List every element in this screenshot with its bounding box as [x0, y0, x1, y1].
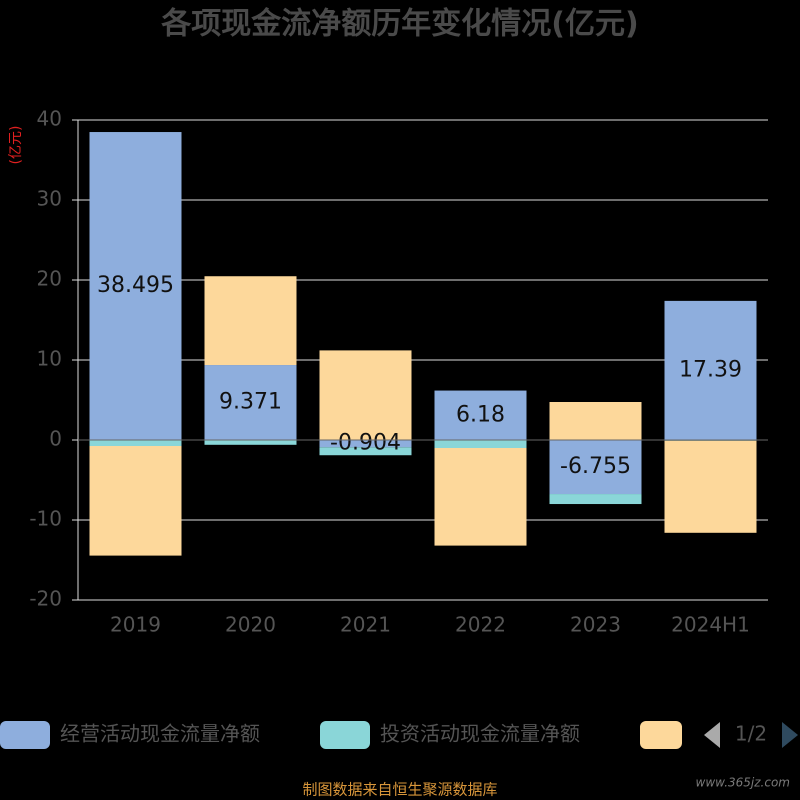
- source-note: 制图数据来自恒生聚源数据库: [302, 781, 497, 799]
- y-tick-label: 0: [49, 427, 62, 451]
- bar-segment: [664, 440, 757, 533]
- bar-segment: [89, 132, 182, 441]
- bar-segment: [549, 440, 642, 495]
- data-label: 38.495: [97, 273, 174, 298]
- data-label: 17.39: [679, 357, 742, 382]
- bar-segment: [434, 440, 527, 448]
- y-tick-label: 10: [37, 347, 62, 371]
- x-tick-label: 2020: [225, 613, 276, 637]
- bar-segment: [319, 440, 412, 448]
- data-label: -6.755: [560, 454, 631, 479]
- y-tick-label: 30: [37, 187, 62, 211]
- bar-segment: [434, 448, 527, 546]
- legend-prev[interactable]: [704, 722, 720, 748]
- legend-next[interactable]: [782, 722, 798, 748]
- bar-segment: [204, 365, 297, 440]
- legend-label: 投资活动现金流量净额: [380, 722, 580, 746]
- legend-label: 经营活动现金流量净额: [60, 722, 260, 746]
- x-tick-label: 2021: [340, 613, 391, 637]
- watermark: www.365jz.com: [696, 776, 790, 790]
- data-label: -0.904: [330, 431, 401, 456]
- bar-segment: [664, 300, 757, 440]
- y-axis-label: (亿元): [8, 126, 24, 165]
- chart-title: 各项现金流净额历年变化情况(亿元): [160, 7, 638, 42]
- bar-segment: [89, 446, 182, 556]
- legend-swatch: [640, 721, 682, 749]
- bar-segment: [319, 350, 412, 440]
- y-tick-label: -10: [29, 507, 62, 531]
- data-label: 9.371: [219, 390, 282, 415]
- bar-segment: [204, 440, 297, 445]
- data-label: 6.18: [456, 402, 505, 427]
- bar-segment: [549, 494, 642, 505]
- y-tick-label: 20: [37, 267, 62, 291]
- legend-swatch: [320, 721, 370, 749]
- x-tick-label: 2019: [110, 613, 161, 637]
- legend-swatch: [0, 721, 50, 749]
- bar-segment: [549, 402, 642, 440]
- bar-segment: [89, 440, 182, 446]
- bar-segment: [204, 276, 297, 366]
- x-tick-label: 2022: [455, 613, 506, 637]
- x-tick-label: 2023: [570, 613, 621, 637]
- x-tick-label: 2024H1: [671, 613, 750, 637]
- bar-segment: [319, 447, 412, 456]
- bar-segment: [434, 390, 527, 440]
- legend-page: 1/2: [735, 722, 767, 746]
- y-tick-label: -20: [29, 587, 62, 611]
- y-tick-label: 40: [37, 107, 62, 131]
